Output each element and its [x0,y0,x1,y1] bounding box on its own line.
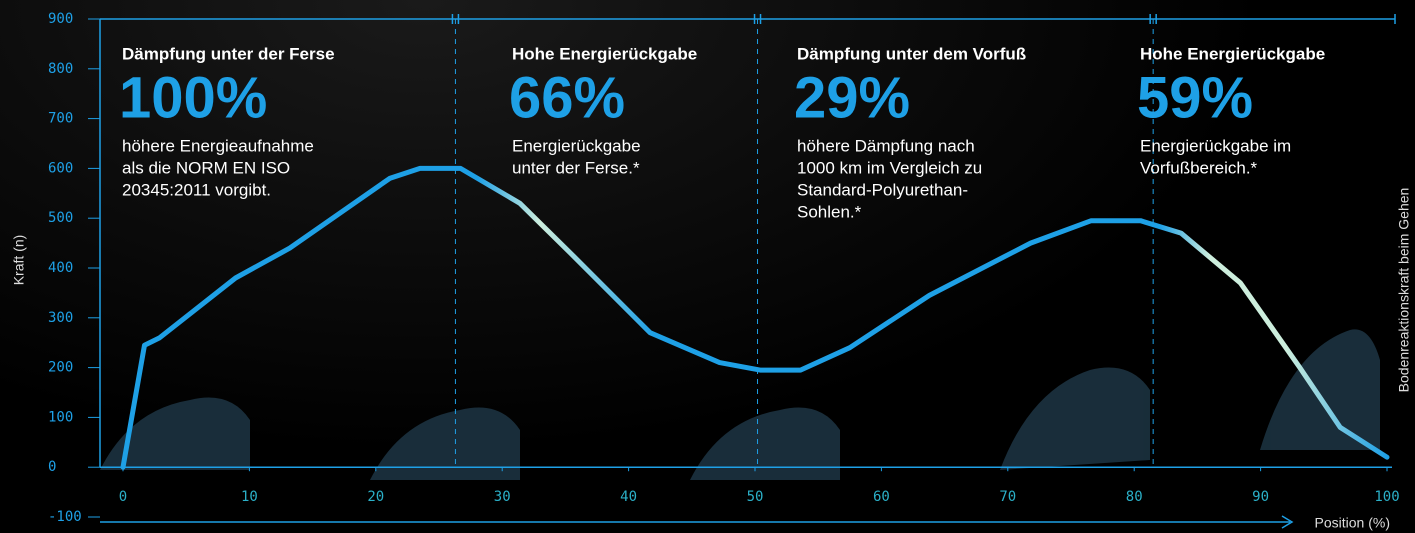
section-figure: 59% [1137,65,1253,130]
x-tick-label: 70 [999,489,1016,505]
x-tick-label: 80 [1126,489,1143,505]
y-tick-label: 700 [48,111,73,127]
section-text: Sohlen.* [797,202,862,221]
section-text: unter der Ferse.* [512,158,640,177]
y-tick-label: 400 [48,260,73,276]
force-line [120,165,1390,470]
x-tick-label: 100 [1374,489,1399,505]
section-text: höhere Dämpfung nach [797,136,975,155]
x-axis-label: Position (%) [1315,515,1390,531]
section-figure: 100% [119,65,267,130]
y-tick-label: 300 [48,310,73,326]
section-text: Energierückgabe im [1140,136,1291,155]
y-tick-label: 0 [48,459,56,475]
y-tick-label: 100 [48,409,73,425]
side-label: Bodenreaktionskraft beim Gehen [1396,188,1412,393]
x-tick-label: 20 [367,489,384,505]
y-tick-label: 500 [48,210,73,226]
x-tick-label: 50 [747,489,764,505]
section-heading: Hohe Energierückgabe [1140,44,1325,63]
x-tick-label: 60 [873,489,890,505]
section-figure: 66% [509,65,625,130]
y-tick-label: 200 [48,360,73,376]
x-arrow-head [1281,515,1294,529]
y-tick-label: 800 [48,61,73,77]
y-tick-label: 600 [48,160,73,176]
shoes [100,329,1380,480]
section-heading: Hohe Energierückgabe [512,44,697,63]
x-tick-label: 0 [119,489,127,505]
section-text: Energierückgabe [512,136,641,155]
x-tick-label: 30 [494,489,511,505]
section-text: Vorfußbereich.* [1140,158,1258,177]
y-axis-label: Kraft (n) [11,235,27,286]
x-tick-label: 10 [241,489,258,505]
section-figure: 29% [794,65,910,130]
x-tick-label: 90 [1252,489,1269,505]
y-tick-label: -100 [48,509,82,525]
section-heading: Dämpfung unter der Ferse [122,44,335,63]
section-text: höhere Energieaufnahme [122,136,314,155]
section-heading: Dämpfung unter dem Vorfuß [797,44,1026,63]
y-tick-label: 900 [48,11,73,27]
section-text: 20345:2011 vorgibt. [122,180,271,199]
x-tick-label: 40 [620,489,637,505]
section-text: als die NORM EN ISO [122,158,290,177]
section-text: Standard-Polyurethan- [797,180,968,199]
section-text: 1000 km im Vergleich zu [797,158,982,177]
